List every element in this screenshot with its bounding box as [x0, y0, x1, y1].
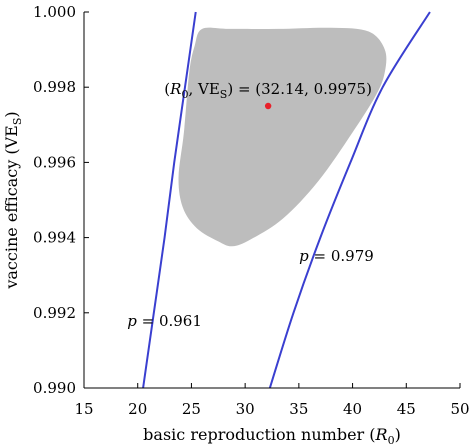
highlight-point — [264, 102, 272, 110]
y-tick-label: 0.990 — [33, 379, 76, 397]
curve-label-0: p = 0.961 — [127, 312, 202, 330]
x-tick-label: 30 — [236, 400, 255, 418]
x-tick-label: 20 — [128, 400, 147, 418]
x-tick-label: 50 — [450, 400, 469, 418]
highlight-point-label: (R0, VES) = (32.14, 0.9975) — [164, 80, 372, 101]
x-tick-label: 35 — [289, 400, 308, 418]
x-tick-label: 40 — [343, 400, 362, 418]
series-line-0 — [142, 11, 197, 389]
x-tick-label: 25 — [182, 400, 201, 418]
y-tick-label: 1.000 — [33, 3, 76, 21]
x-axis-title: basic reproduction number (R0) — [143, 425, 401, 447]
y-axis-title: vaccine efficacy (VES) — [2, 111, 24, 289]
feasible-region — [178, 27, 387, 247]
x-tick-label: 15 — [74, 400, 93, 418]
y-tick-label: 0.994 — [33, 229, 76, 247]
axis-ticks: 15 20 25 30 35 40 45 50 0.990 0.992 0.994 0.996 0.99… — [33, 3, 470, 418]
y-tick-label: 0.996 — [33, 153, 76, 171]
series-line-1 — [268, 11, 431, 389]
x-tick-label: 45 — [397, 400, 416, 418]
y-tick-label: 0.992 — [33, 304, 76, 322]
curve-label-1: p = 0.979 — [299, 247, 374, 265]
plot-area: p = 0.961 p = 0.979 (R0, VES) = (32.14, 0.… — [127, 11, 431, 389]
y-tick-label: 0.998 — [33, 78, 76, 96]
